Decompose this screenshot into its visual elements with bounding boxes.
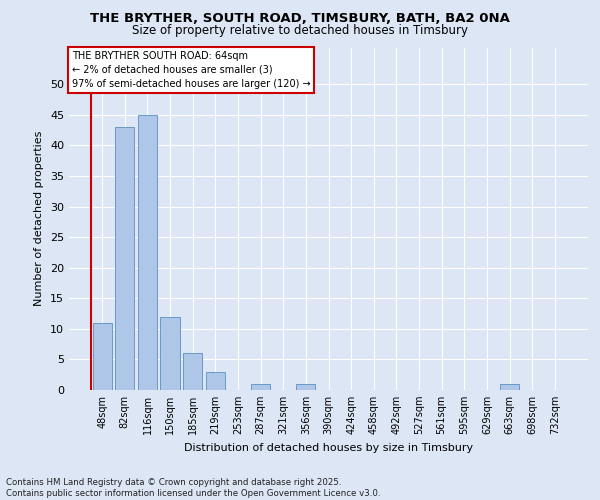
Bar <box>160 316 180 390</box>
Text: Size of property relative to detached houses in Timsbury: Size of property relative to detached ho… <box>132 24 468 37</box>
Bar <box>296 384 316 390</box>
Y-axis label: Number of detached properties: Number of detached properties <box>34 131 44 306</box>
Bar <box>183 354 202 390</box>
Bar <box>206 372 225 390</box>
Bar <box>251 384 270 390</box>
Bar <box>138 115 157 390</box>
Text: Contains HM Land Registry data © Crown copyright and database right 2025.
Contai: Contains HM Land Registry data © Crown c… <box>6 478 380 498</box>
Text: THE BRYTHER, SOUTH ROAD, TIMSBURY, BATH, BA2 0NA: THE BRYTHER, SOUTH ROAD, TIMSBURY, BATH,… <box>90 12 510 26</box>
Bar <box>92 322 112 390</box>
Bar <box>115 127 134 390</box>
X-axis label: Distribution of detached houses by size in Timsbury: Distribution of detached houses by size … <box>184 442 473 452</box>
Bar <box>500 384 519 390</box>
Text: THE BRYTHER SOUTH ROAD: 64sqm
← 2% of detached houses are smaller (3)
97% of sem: THE BRYTHER SOUTH ROAD: 64sqm ← 2% of de… <box>71 51 310 89</box>
